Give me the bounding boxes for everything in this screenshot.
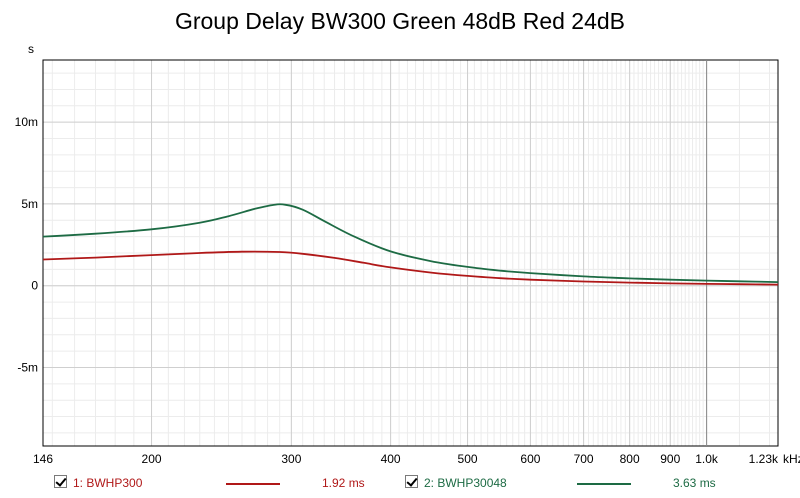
- chart-title: Group Delay BW300 Green 48dB Red 24dB: [174, 8, 626, 34]
- series-2-line: [42, 203, 779, 283]
- x-tick-label: 900: [660, 452, 680, 466]
- x-tick-label: 700: [574, 452, 594, 466]
- y-tick-label: 10m: [15, 115, 38, 129]
- series-1-label: 1: BWHP300: [73, 476, 143, 490]
- series-2-label: 2: BWHP30048: [424, 476, 507, 490]
- plot-frame: [42, 59, 779, 447]
- series-2-swatch: [577, 483, 631, 485]
- x-tick-labels: 146 200 300 400 500 600 700 800 900 1.0k 1.23k: [33, 452, 779, 466]
- series-1-cursor-value: 1.92 ms: [322, 476, 365, 490]
- x-tick-label: 400: [381, 452, 401, 466]
- x-unit-label: kHz: [783, 452, 800, 466]
- x-tick-label: 300: [281, 452, 301, 466]
- x-tick-label: 1.0k: [695, 452, 719, 466]
- series-1-line: [42, 250, 779, 286]
- x-tick-label: 1.23k: [749, 452, 779, 466]
- y-tick-label: 0: [31, 279, 38, 293]
- x-tick-label: 500: [458, 452, 478, 466]
- x-tick-label: 800: [620, 452, 640, 466]
- x-tick-label: 146: [33, 452, 53, 466]
- x-tick-label: 200: [142, 452, 162, 466]
- series-1-swatch: [226, 483, 280, 485]
- legend: 1: BWHP300 1.92 ms 2: BWHP30048 3.63 ms: [0, 473, 800, 495]
- x-tick-label: 600: [520, 452, 540, 466]
- y-tick-label: -5m: [17, 360, 38, 374]
- series-lines: [42, 203, 779, 286]
- y-tick-label: 5m: [21, 197, 38, 211]
- series-2-checkbox[interactable]: [405, 475, 418, 488]
- y-unit-label: s: [28, 42, 34, 56]
- y-tick-labels: 10m 5m 0 -5m: [15, 115, 39, 374]
- series-1-checkbox[interactable]: [54, 475, 67, 488]
- series-2-cursor-value: 3.63 ms: [673, 476, 716, 490]
